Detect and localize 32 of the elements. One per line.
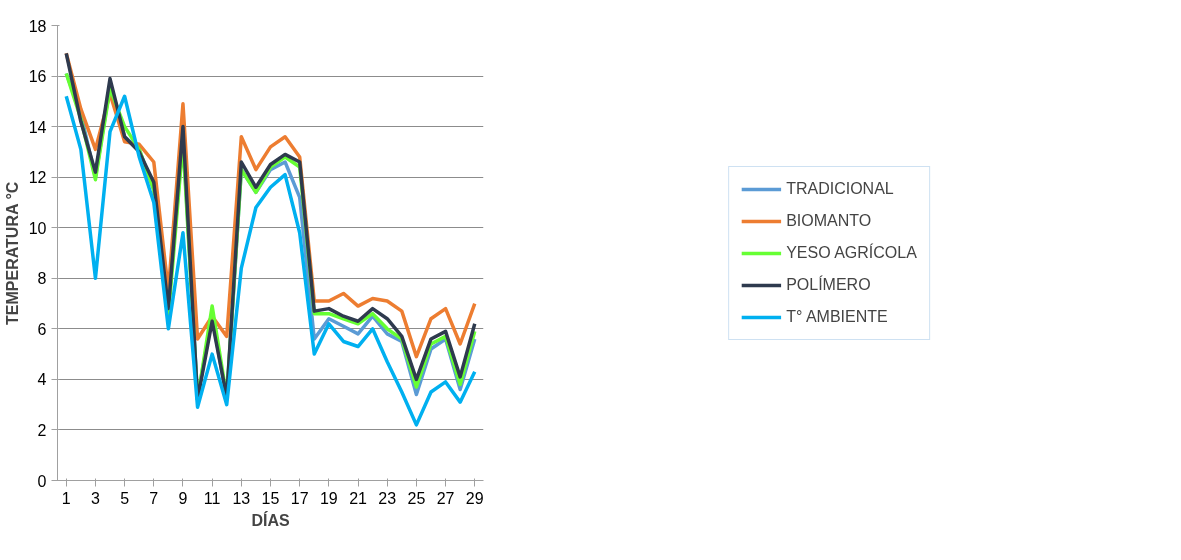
y-tick-label: 14 — [28, 118, 47, 136]
x-tick-label: 27 — [436, 489, 455, 507]
y-tick-label: 16 — [28, 68, 47, 86]
x-tick-label: 15 — [261, 489, 280, 507]
x-tick-label: 7 — [149, 489, 159, 507]
x-tick-label: 1 — [61, 489, 71, 507]
x-tick-label: 5 — [120, 489, 130, 507]
x-tick-label: 19 — [319, 489, 338, 507]
x-tick-label: 3 — [90, 489, 100, 507]
x-tick-label: 11 — [203, 489, 221, 507]
y-tick-label: 12 — [28, 169, 47, 187]
x-axis-title: DÍAS — [251, 510, 290, 529]
legend-label: BIOMANTO — [786, 211, 873, 230]
y-axis-title: TEMPERATURA °C — [3, 181, 21, 325]
x-tick-label: 9 — [178, 489, 188, 507]
x-tick-label: 21 — [349, 489, 368, 507]
y-tick-label: 8 — [37, 270, 47, 288]
x-tick-label: 25 — [407, 489, 426, 507]
y-tick-label: 2 — [37, 421, 47, 439]
x-tick-label: 29 — [465, 489, 484, 507]
legend-label: T° AMBIENTE — [786, 307, 889, 326]
y-tick-label: 4 — [37, 371, 47, 389]
y-tick-label: 18 — [28, 17, 47, 35]
legend-label: YESO AGRÍCOLA — [786, 243, 917, 262]
y-tick-label: 10 — [28, 219, 47, 237]
x-tick-label: 13 — [232, 489, 251, 507]
legend-label: TRADICIONAL — [786, 179, 895, 198]
x-tick-label: 23 — [378, 489, 397, 507]
y-tick-label: 6 — [37, 320, 47, 338]
y-tick-label: 0 — [37, 472, 47, 490]
legend-label: POLÍMERO — [786, 275, 872, 294]
x-tick-label: 17 — [290, 489, 309, 507]
